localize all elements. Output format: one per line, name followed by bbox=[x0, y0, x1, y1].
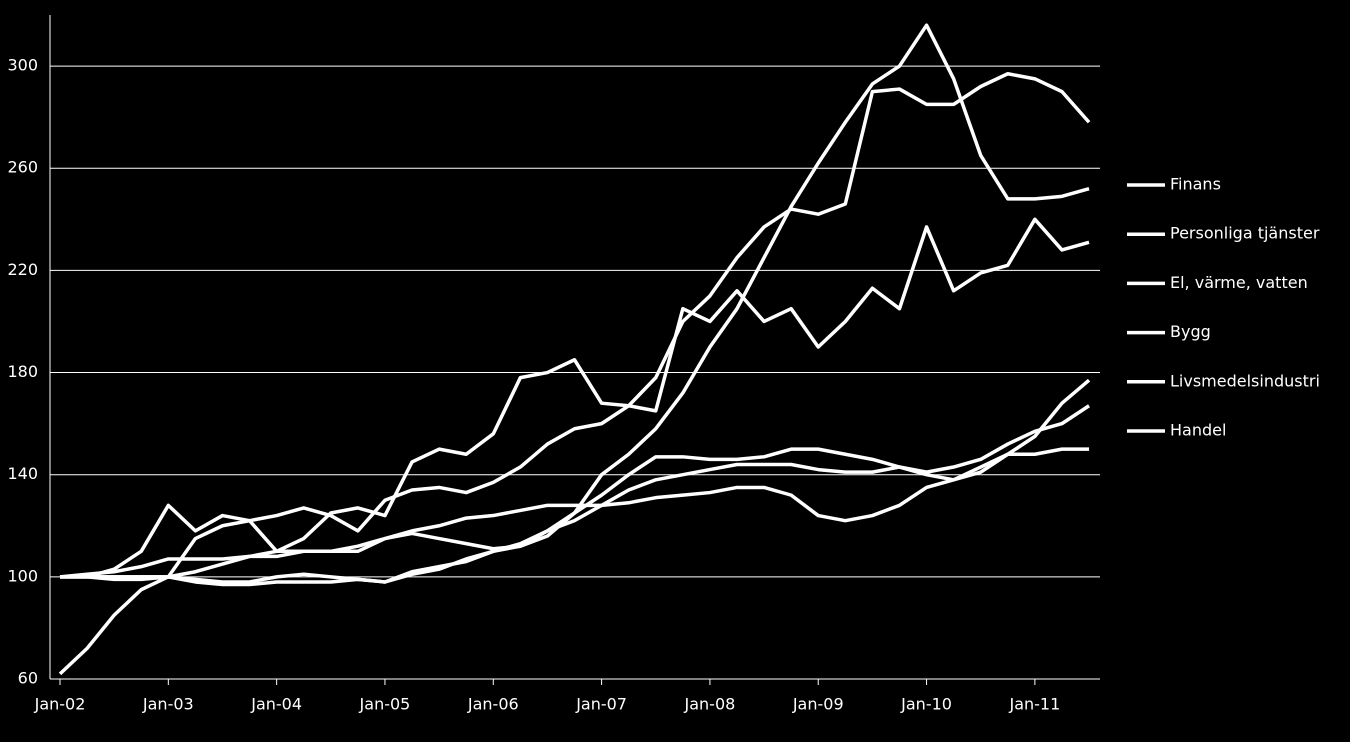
y-tick-label: 220 bbox=[7, 260, 38, 279]
legend-label: Handel bbox=[1170, 421, 1226, 440]
x-tick-label: Jan-06 bbox=[467, 695, 519, 714]
y-tick-label: 260 bbox=[7, 158, 38, 177]
x-tick-label: Jan-04 bbox=[250, 695, 302, 714]
y-tick-label: 100 bbox=[7, 566, 38, 585]
y-tick-label: 180 bbox=[7, 362, 38, 381]
x-tick-label: Jan-09 bbox=[792, 695, 844, 714]
legend-label: El, värme, vatten bbox=[1170, 273, 1308, 292]
x-tick-label: Jan-11 bbox=[1008, 695, 1060, 714]
legend-label: Livsmedelsindustri bbox=[1170, 371, 1320, 390]
x-tick-label: Jan-07 bbox=[575, 695, 627, 714]
x-tick-label: Jan-05 bbox=[359, 695, 411, 714]
x-tick-label: Jan-08 bbox=[684, 695, 736, 714]
y-tick-label: 140 bbox=[7, 464, 38, 483]
series-line bbox=[58, 71, 1091, 676]
y-tick-label: 300 bbox=[7, 56, 38, 75]
x-tick-label: Jan-03 bbox=[142, 695, 194, 714]
series-line bbox=[60, 23, 1090, 587]
legend-label: Personliga tjänster bbox=[1170, 224, 1320, 243]
series-line bbox=[59, 404, 1091, 579]
y-tick-label: 60 bbox=[18, 669, 38, 688]
series-line bbox=[60, 378, 1091, 584]
x-tick-label: Jan-10 bbox=[900, 695, 952, 714]
legend-label: Bygg bbox=[1170, 322, 1211, 341]
series-line bbox=[60, 447, 1090, 579]
legend-label: Finans bbox=[1170, 175, 1221, 194]
series-line bbox=[60, 217, 1090, 579]
x-tick-label: Jan-02 bbox=[34, 695, 86, 714]
